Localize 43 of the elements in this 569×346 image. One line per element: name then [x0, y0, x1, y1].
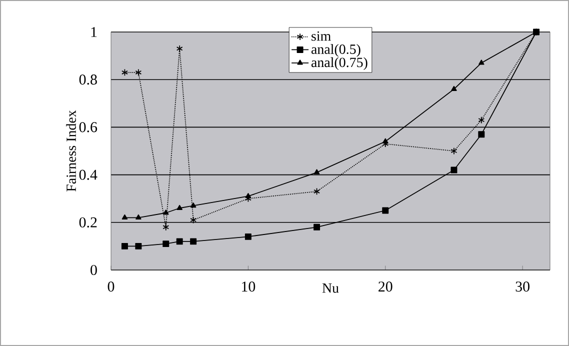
point	[190, 238, 197, 245]
y-tick-label: 0	[90, 264, 97, 276]
point	[382, 207, 389, 214]
y-tick-label: 0.2	[79, 217, 97, 228]
point	[163, 210, 169, 215]
point	[314, 224, 320, 230]
point	[478, 60, 484, 65]
point	[382, 138, 388, 144]
y-tick-label: 0.4	[79, 170, 98, 180]
point	[314, 169, 320, 174]
point	[478, 116, 485, 124]
y-tick-label: 0.8	[79, 74, 97, 85]
point	[136, 214, 142, 220]
point	[176, 45, 183, 52]
point	[190, 216, 197, 224]
x-axis-title: Nu	[322, 284, 339, 293]
point	[122, 214, 128, 220]
legend-label: anal(0.75)	[311, 57, 368, 70]
y-tick-label: 0.6	[79, 122, 98, 132]
x-tick-label: 30	[516, 282, 530, 292]
point	[176, 204, 182, 210]
legend-label: anal(0.5)	[311, 44, 360, 57]
y-tick-label: 1	[91, 27, 97, 37]
point	[314, 188, 320, 196]
point	[162, 240, 170, 248]
point	[162, 224, 170, 231]
point	[478, 131, 485, 138]
legend-label: sim	[312, 31, 331, 41]
point	[451, 86, 457, 91]
point	[135, 242, 142, 250]
x-tick-label: 10	[242, 282, 256, 292]
point	[190, 202, 196, 208]
point	[122, 68, 128, 76]
point	[450, 147, 458, 155]
x-tick-label: 0	[108, 282, 114, 292]
point	[135, 68, 142, 76]
x-tick-label: 20	[378, 282, 392, 292]
point	[245, 192, 252, 198]
point	[450, 166, 458, 174]
point	[176, 238, 183, 245]
y-axis-title: Fairness Index	[66, 110, 76, 192]
point	[244, 233, 252, 240]
point	[121, 242, 128, 250]
